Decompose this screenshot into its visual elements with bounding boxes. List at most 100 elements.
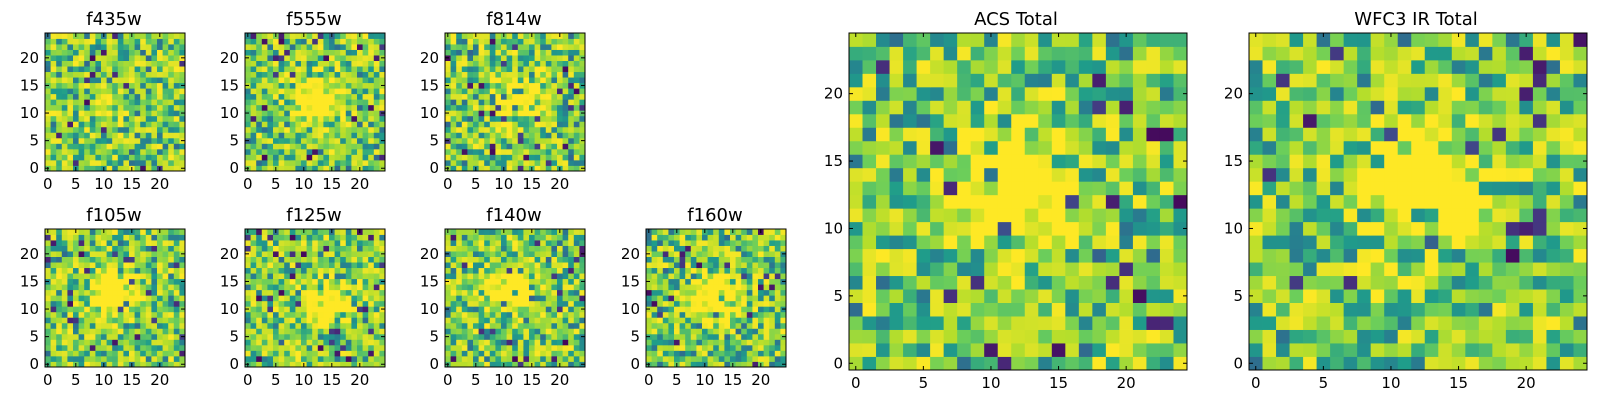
x-tick-label: 20 [350, 175, 369, 193]
heatmap-cell [903, 356, 917, 371]
heatmap-cell [84, 165, 91, 172]
heatmap-cell [489, 44, 496, 50]
heatmap-cell [334, 322, 341, 329]
heatmap-cell [78, 229, 85, 235]
heatmap-cell [45, 49, 51, 56]
heatmap-cell [646, 322, 652, 329]
heatmap-cell [173, 88, 180, 95]
heatmap-cell [662, 344, 669, 351]
heatmap-cell [67, 355, 74, 362]
heatmap-cell [67, 339, 74, 346]
heatmap-cell [67, 361, 74, 368]
heatmap-cell [67, 289, 74, 296]
heatmap-cell [646, 289, 652, 296]
heatmap-cell [73, 267, 79, 274]
heatmap-cell [478, 66, 485, 73]
heatmap-cell [61, 82, 68, 89]
heatmap-cell [312, 251, 319, 257]
heatmap-cell [690, 240, 697, 246]
heatmap-cell [157, 295, 163, 302]
heatmap-cell [373, 229, 380, 235]
heatmap-cell [317, 132, 324, 139]
heatmap-cell [579, 289, 586, 296]
heatmap-cell [746, 278, 753, 285]
heatmap-cell [145, 317, 152, 324]
heatmap-cell [690, 311, 697, 318]
heatmap-cell [752, 300, 759, 307]
heatmap-cell [112, 256, 119, 263]
heatmap-cell [345, 284, 352, 291]
heatmap-cell [707, 262, 714, 269]
heatmap-cell [306, 55, 313, 61]
heatmap-cell [351, 49, 358, 56]
heatmap-cell [50, 115, 57, 122]
heatmap-cell [540, 33, 547, 39]
heatmap-cell [562, 361, 569, 368]
heatmap-cell [741, 306, 748, 313]
heatmap-cell [489, 306, 496, 313]
heatmap-cell [461, 55, 468, 61]
heatmap-cell [323, 55, 330, 61]
heatmap-cell [78, 93, 85, 100]
heatmap-cell [889, 316, 904, 330]
heatmap-cell [101, 262, 107, 269]
heatmap-cell [261, 121, 268, 128]
heatmap-cell [117, 88, 124, 95]
heatmap-cell [157, 322, 163, 329]
heatmap-cell [357, 148, 363, 155]
heatmap-cell [340, 126, 347, 133]
heatmap-cell [140, 251, 147, 257]
heatmap-cell [523, 350, 530, 357]
heatmap-cell [273, 245, 279, 252]
heatmap-cell [273, 88, 279, 95]
heatmap-cell [345, 339, 352, 346]
heatmap-cell [735, 361, 742, 368]
heatmap-cell [61, 77, 68, 84]
heatmap-cell [456, 99, 463, 106]
axes-frame [244, 32, 386, 172]
heatmap-cell [512, 55, 519, 61]
heatmap-cell [568, 355, 575, 362]
heatmap-cell [106, 165, 113, 172]
heatmap-cell [357, 284, 363, 291]
heatmap-cell [368, 126, 375, 133]
heatmap-cell [1132, 329, 1147, 344]
heatmap-cell [284, 143, 291, 150]
heatmap-cell [489, 229, 496, 235]
heatmap-cell [1119, 181, 1134, 196]
heatmap-cell [662, 278, 669, 285]
heatmap-cell [450, 311, 457, 318]
heatmap-cell [56, 88, 63, 95]
heatmap-cell [467, 60, 474, 67]
heatmap-cell [506, 300, 513, 307]
heatmap-cell [534, 44, 541, 50]
heatmap-cell [774, 289, 781, 296]
heatmap-cell [134, 278, 141, 285]
heatmap-cell [456, 344, 463, 351]
heatmap-cell [95, 284, 102, 291]
heatmap-cell [295, 339, 302, 346]
heatmap-cell [545, 234, 552, 241]
heatmap-cell [67, 306, 74, 313]
heatmap-cell [1159, 316, 1174, 330]
heatmap-cell [1146, 194, 1161, 209]
heatmap-cell [340, 333, 347, 340]
heatmap-cell [746, 322, 753, 329]
heatmap-cell [117, 245, 124, 252]
heatmap-cell [250, 328, 257, 335]
heatmap-cell [568, 137, 575, 144]
heatmap-cell [662, 350, 669, 357]
heatmap-cell [724, 300, 731, 307]
heatmap-cell [746, 344, 753, 351]
heatmap-cell [267, 300, 274, 307]
heatmap-cell [484, 93, 491, 100]
heatmap-cell [168, 110, 175, 117]
heatmap-cell [373, 121, 380, 128]
heatmap-cell [379, 60, 386, 67]
heatmap-cell [957, 208, 972, 223]
heatmap-cell [379, 104, 386, 111]
heatmap-cell [769, 333, 776, 340]
heatmap-cell [930, 343, 945, 357]
heatmap-cell [45, 88, 51, 95]
